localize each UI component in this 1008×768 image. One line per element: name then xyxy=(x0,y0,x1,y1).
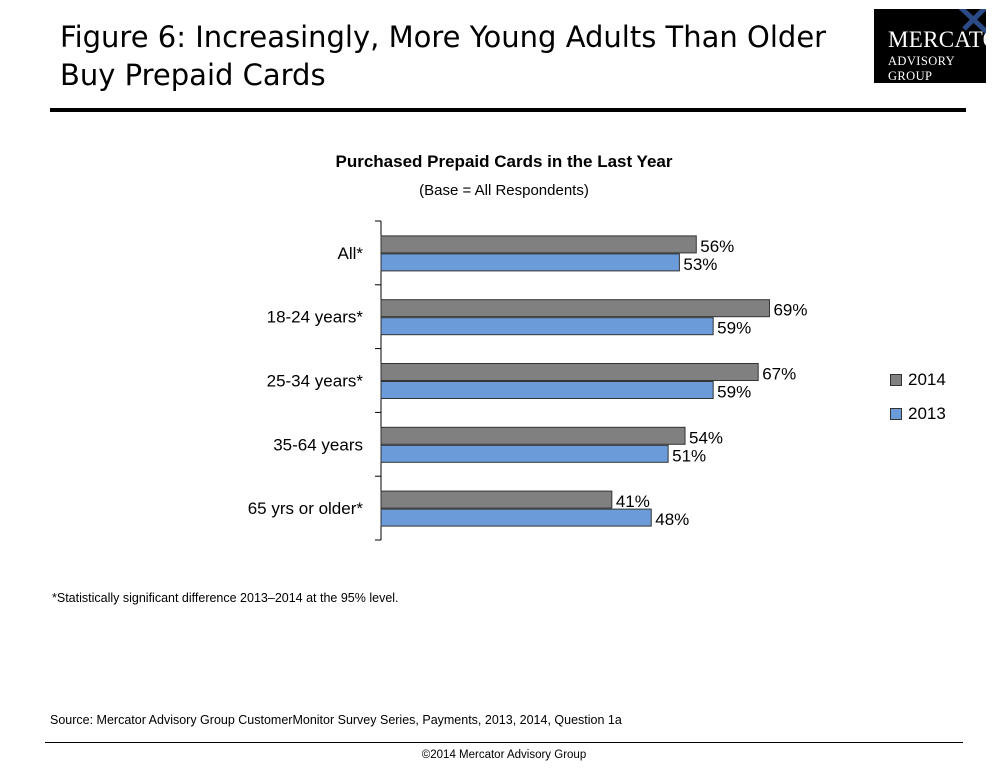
legend-swatch xyxy=(890,408,902,420)
bar-2014-2 xyxy=(380,299,770,318)
legend-label: 2013 xyxy=(908,404,946,423)
data-label: 69% xyxy=(773,301,807,320)
category-label: All* xyxy=(337,244,363,263)
category-label: 25-34 years* xyxy=(267,372,364,391)
bar-2013-3 xyxy=(380,381,714,399)
mercator-logo: MERCATOR ADVISORY GROUP xyxy=(874,9,986,83)
data-label: 51% xyxy=(672,446,706,465)
category-label: 65 yrs or older* xyxy=(248,499,364,518)
data-label: 48% xyxy=(655,510,689,529)
footnote: *Statistically significant difference 20… xyxy=(52,591,399,605)
bar-2013-1 xyxy=(380,253,680,272)
legend-item-2014: 2014 xyxy=(890,370,946,390)
title-divider xyxy=(50,108,966,112)
category-label: 35-64 years xyxy=(273,435,363,454)
chart-legend: 2014 2013 xyxy=(890,370,946,438)
bar-2013-2 xyxy=(380,317,714,336)
legend-item-2013: 2013 xyxy=(890,404,946,424)
source-note: Source: Mercator Advisory Group Customer… xyxy=(50,713,622,727)
bar-2014-5 xyxy=(380,490,613,509)
copyright: ©2014 Mercator Advisory Group xyxy=(421,749,587,761)
data-label: 59% xyxy=(717,319,751,338)
legend-label: 2014 xyxy=(908,370,946,389)
logo-x-mark-icon xyxy=(958,9,986,35)
bar-2014-1 xyxy=(380,235,697,254)
category-label: 18-24 years* xyxy=(267,308,364,327)
bar-2013-5 xyxy=(380,508,652,527)
data-label: 56% xyxy=(700,237,734,256)
page-title: Figure 6: Increasingly, More Young Adult… xyxy=(60,20,827,92)
data-label: 54% xyxy=(689,428,723,447)
data-label: 53% xyxy=(683,255,717,274)
legend-swatch xyxy=(890,374,902,386)
footer-divider xyxy=(45,742,963,743)
logo-line2: ADVISORY GROUP xyxy=(888,54,955,83)
bar-2014-3 xyxy=(380,363,759,381)
logo-line1: MERCATOR xyxy=(888,27,986,52)
chart-subtitle: (Base = All Respondents) xyxy=(419,182,589,199)
bar-2014-4 xyxy=(380,426,686,445)
data-label: 59% xyxy=(717,383,751,402)
bar-2013-4 xyxy=(380,444,669,463)
chart-title: Purchased Prepaid Cards in the Last Year xyxy=(335,152,673,171)
data-label: 41% xyxy=(616,492,650,511)
data-label: 67% xyxy=(762,365,796,384)
